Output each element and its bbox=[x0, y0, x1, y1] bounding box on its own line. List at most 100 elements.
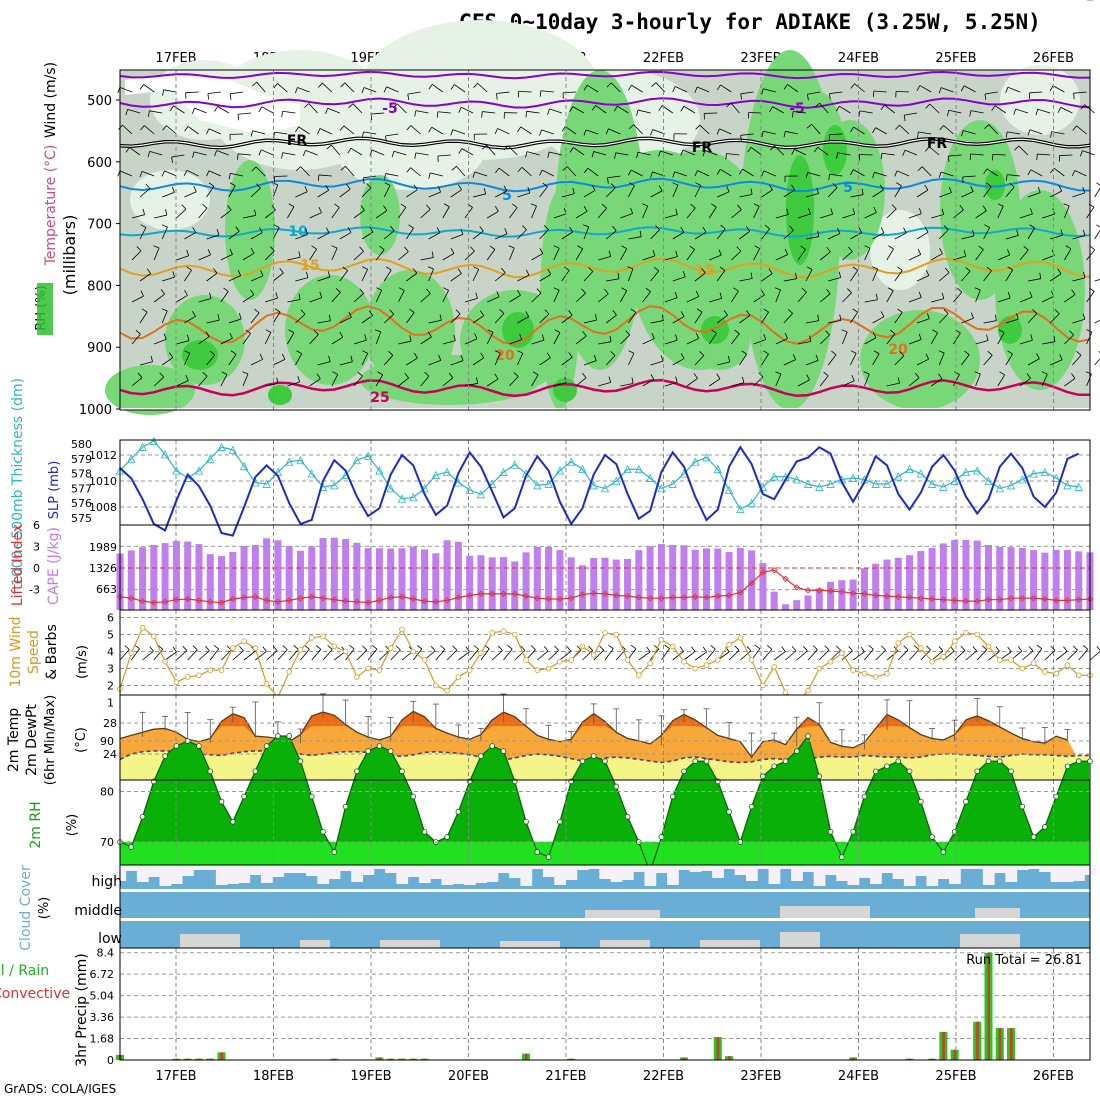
wind-barb bbox=[198, 249, 211, 261]
lifted-index-marker bbox=[985, 596, 992, 603]
wind-barb bbox=[486, 329, 494, 345]
wind-barb bbox=[228, 350, 237, 366]
rh2m-marker bbox=[782, 758, 789, 764]
wind-barb bbox=[930, 329, 938, 345]
lifted-index-marker bbox=[240, 594, 248, 601]
wind-barb bbox=[983, 168, 999, 177]
wind-barb bbox=[153, 372, 164, 387]
cloud-level-middle: middle bbox=[74, 903, 122, 919]
wind-barb bbox=[575, 288, 586, 303]
low-cloud-block bbox=[780, 932, 820, 948]
wind-barb bbox=[1042, 335, 1056, 345]
wind-barb bbox=[258, 106, 274, 114]
cape-bar bbox=[477, 555, 485, 610]
surface-wind-barb bbox=[875, 645, 886, 661]
wind-barb bbox=[161, 224, 168, 240]
cape-bar bbox=[894, 557, 902, 610]
wind-speed-marker bbox=[760, 682, 766, 689]
cape-bar bbox=[996, 546, 1004, 610]
lifted-index-marker bbox=[917, 595, 924, 602]
wind-barb bbox=[237, 112, 252, 121]
wind-barb bbox=[295, 271, 309, 282]
wind-barb bbox=[983, 266, 992, 282]
surface-wind-barb bbox=[852, 646, 865, 661]
wind-barb bbox=[894, 182, 902, 198]
thickness-marker bbox=[916, 469, 925, 478]
thickness-marker bbox=[848, 473, 858, 482]
wind-barb bbox=[331, 203, 340, 219]
cape-bar bbox=[1063, 550, 1071, 610]
lifted-index-marker bbox=[703, 594, 710, 601]
wind-barb bbox=[908, 333, 922, 345]
wind-speed-marker bbox=[985, 643, 992, 650]
wind-barb bbox=[517, 91, 532, 98]
lifted-index-marker bbox=[737, 589, 744, 596]
wind-barb bbox=[606, 272, 620, 282]
cape-bar bbox=[488, 557, 496, 610]
lifted-index-marker bbox=[477, 590, 485, 598]
wind-barb bbox=[486, 205, 499, 219]
wind-barb bbox=[886, 329, 896, 345]
lifted-index-marker bbox=[229, 595, 236, 603]
surface-wind-barb bbox=[785, 645, 797, 661]
precip-tick-label: 6.72 bbox=[90, 968, 115, 981]
precip-convective-bar bbox=[728, 1056, 731, 1060]
wind-barb bbox=[361, 266, 368, 282]
surface-wind-barb bbox=[300, 645, 310, 661]
rh2m-marker bbox=[1019, 803, 1026, 810]
wind-barb bbox=[228, 182, 236, 198]
wind-barb bbox=[761, 170, 776, 177]
contour-label: FR bbox=[927, 136, 948, 152]
temp2m-axis-units: (°C) bbox=[74, 727, 89, 753]
wind-barb bbox=[672, 86, 688, 93]
wind-barb bbox=[731, 329, 740, 345]
rh-moist-region bbox=[105, 365, 195, 415]
wind-speed-marker bbox=[376, 667, 383, 673]
lifted-index-marker bbox=[895, 593, 902, 600]
wind-speed-marker bbox=[951, 638, 958, 645]
wind-barb bbox=[348, 103, 363, 114]
wind-barb bbox=[761, 184, 773, 198]
thickness-marker bbox=[905, 464, 914, 474]
wind-axis-label: Wind (m/s) bbox=[43, 62, 59, 138]
wind-barb bbox=[828, 314, 842, 324]
wind-barb bbox=[420, 251, 434, 261]
lifted-index-marker bbox=[376, 597, 383, 604]
wind-speed-marker bbox=[906, 631, 913, 638]
wind-barb bbox=[597, 288, 609, 303]
wind-barb bbox=[605, 351, 616, 366]
wind-barb bbox=[509, 333, 523, 345]
wind-barb bbox=[154, 209, 168, 219]
wind-barb bbox=[694, 268, 706, 282]
high-cloud-clear bbox=[339, 865, 352, 871]
thickness-marker bbox=[702, 452, 711, 462]
wind-barb bbox=[139, 183, 151, 198]
rh-saturated-region bbox=[985, 170, 1005, 200]
thickness-marker bbox=[555, 466, 565, 475]
rh2m-marker bbox=[985, 758, 992, 764]
wind-barb bbox=[805, 266, 813, 282]
wind-barb bbox=[575, 205, 588, 219]
wind-barb bbox=[294, 87, 310, 94]
thickness-marker bbox=[668, 479, 677, 488]
high-cloud-clear bbox=[464, 865, 476, 885]
thickness-marker bbox=[431, 470, 440, 479]
wind-barb bbox=[731, 246, 742, 261]
surface-wind-barb bbox=[469, 645, 479, 661]
wind-barb bbox=[508, 245, 515, 261]
thickness-marker bbox=[160, 449, 170, 459]
surface-wind-barb bbox=[604, 644, 614, 661]
wind-speed-marker bbox=[286, 669, 292, 675]
cape-bar bbox=[364, 548, 372, 610]
wind-barb bbox=[620, 377, 634, 387]
wind-barb bbox=[153, 245, 160, 261]
wind-barb bbox=[974, 287, 981, 303]
wind-barb bbox=[362, 175, 377, 184]
wind-barb bbox=[1064, 330, 1074, 345]
high-cloud-clear bbox=[700, 865, 713, 871]
wind-barb bbox=[650, 171, 665, 178]
precip-tick-label: 3.36 bbox=[90, 1011, 115, 1024]
wind-barb bbox=[531, 248, 544, 261]
lifted-index-marker bbox=[996, 596, 1003, 603]
wind-barb bbox=[1094, 182, 1100, 198]
